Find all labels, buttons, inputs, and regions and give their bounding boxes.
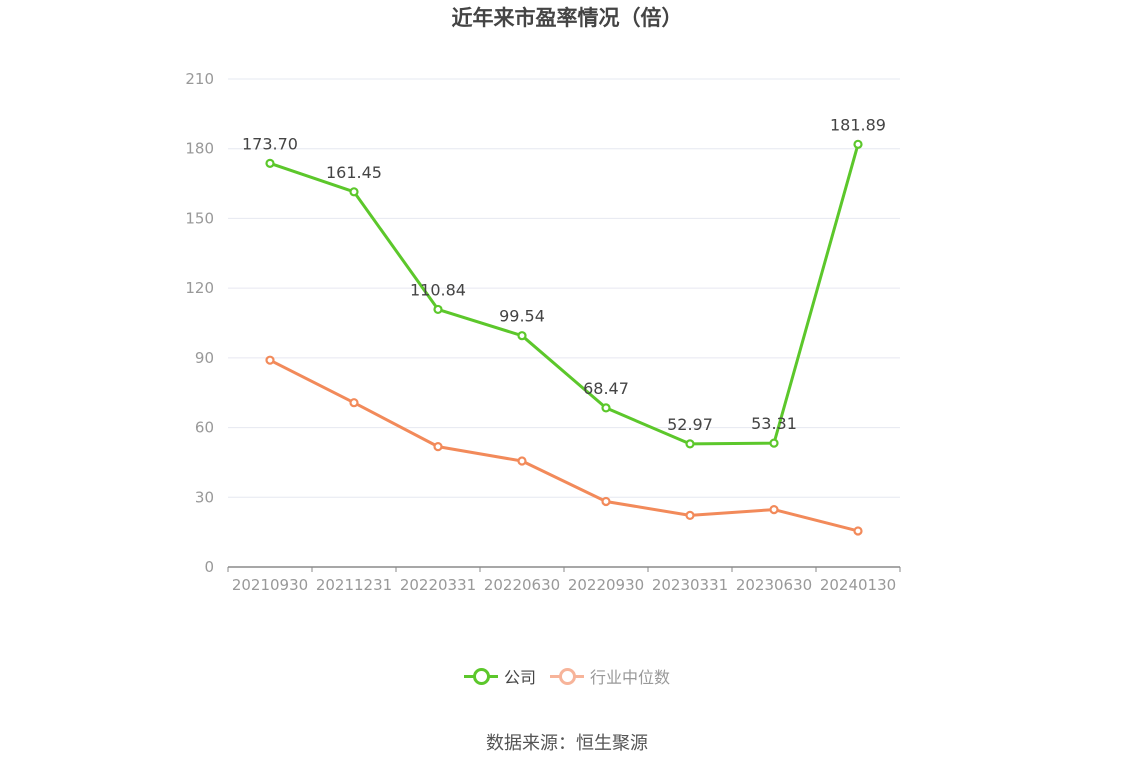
chart-title: 近年来市盈率情况（倍） — [451, 6, 683, 30]
company-data-point — [433, 304, 443, 315]
company-data-point — [349, 187, 359, 197]
data-label: 68.47 — [583, 379, 629, 398]
x-tick-label: 20230331 — [652, 576, 728, 594]
data-label: 181.89 — [830, 115, 886, 134]
x-tick-label: 20230630 — [736, 576, 812, 594]
y-tick-label: 210 — [185, 70, 214, 88]
y-tick-label: 120 — [185, 279, 214, 297]
y-tick-label: 0 — [204, 558, 214, 576]
company-data-point — [517, 331, 527, 341]
data-source: 数据来源：恒生聚源 — [486, 733, 648, 754]
y-tick-label: 30 — [195, 488, 214, 506]
company-pe-line — [269, 143, 860, 446]
x-tick-label: 20220331 — [400, 576, 476, 594]
legend-label-company: 公司 — [503, 668, 536, 687]
y-tick-label: 150 — [185, 209, 214, 227]
y-tick-label: 60 — [195, 419, 214, 437]
industry-data-point — [853, 526, 863, 536]
company-data-point — [265, 158, 275, 168]
legend-company-marker-icon — [463, 667, 498, 685]
x-tick-label: 20220930 — [568, 576, 644, 594]
data-label: 52.97 — [667, 415, 713, 434]
data-label: 173.70 — [242, 134, 298, 153]
legend-label-industry-median: 行业中位数 — [590, 668, 671, 687]
legend-item-company[interactable]: 公司 — [463, 664, 536, 688]
company-data-point — [601, 403, 611, 413]
industry-data-point — [433, 442, 443, 452]
industry-data-point — [349, 398, 359, 408]
x-tick-label: 20210930 — [232, 576, 308, 594]
y-tick-label: 90 — [195, 349, 214, 367]
company-data-point — [853, 139, 863, 149]
data-label: 53.31 — [751, 414, 797, 433]
industry-data-point — [685, 510, 695, 521]
industry-data-point — [265, 355, 275, 365]
industry-data-point — [601, 496, 611, 507]
data-label: 110.84 — [410, 280, 466, 299]
company-data-point — [769, 438, 779, 448]
x-tick-label: 20211231 — [316, 576, 392, 594]
x-tick-label: 20220630 — [484, 576, 560, 594]
industry-data-point — [769, 505, 779, 515]
y-tick-label: 180 — [185, 140, 214, 158]
x-tick-label: 20240130 — [820, 576, 896, 594]
legend-item-industry-median[interactable]: 行业中位数 — [550, 664, 670, 688]
industry-data-point — [517, 456, 527, 466]
company-data-point — [685, 439, 695, 449]
industry-median-pe-line — [269, 358, 859, 533]
data-label: 161.45 — [326, 163, 382, 182]
legend: 公司 行业中位数 — [0, 664, 1134, 688]
data-label: 99.54 — [499, 307, 545, 326]
legend-industry-marker-icon — [550, 667, 584, 685]
